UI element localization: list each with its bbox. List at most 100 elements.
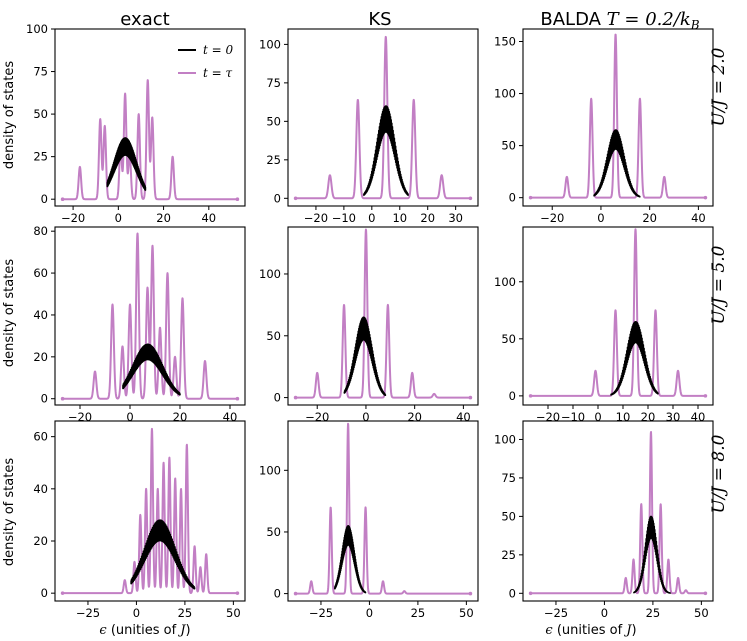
row-label-2: U/J = 8.0 — [709, 434, 729, 513]
y-tick-label: 0 — [41, 586, 48, 600]
x-tick-label: −10 — [332, 211, 356, 225]
series-t-tau-end-1 — [468, 196, 473, 201]
x-tick-label: 20 — [642, 211, 657, 225]
xlabel-col0-eps: ϵ — [99, 623, 107, 638]
x-tick-label: −20 — [68, 410, 92, 424]
x-tick-label: 40 — [691, 211, 706, 225]
panel-r1-c2: −20 −10 0 10 20 30 40 0 50 100 — [494, 226, 714, 424]
panel-r1-c1: −20 0 20 40 0 50 100 — [259, 226, 479, 424]
y-tick-label: 150 — [494, 34, 516, 48]
y-tick-label: 0 — [41, 392, 48, 406]
x-tick-label: 0 — [597, 211, 604, 225]
ylabel-row0: density of states — [2, 61, 17, 169]
series-t-tau-line — [294, 35, 472, 200]
y-tick-label: 75 — [501, 471, 516, 485]
x-tick-label: −20 — [61, 211, 85, 225]
series-t-tau-end-1 — [703, 195, 708, 200]
y-tick-label: 0 — [274, 587, 281, 601]
series-t0-line — [633, 515, 672, 594]
y-tick-label: 40 — [33, 308, 48, 322]
y-tick-label: 100 — [259, 37, 281, 51]
series-t-tau-end-1 — [468, 591, 473, 596]
legend: t = 0 t = τ — [178, 43, 234, 80]
series-t-tau-end-1 — [235, 197, 240, 201]
y-tick-label: 25 — [501, 548, 516, 562]
series-t-tau-end-1 — [235, 591, 240, 595]
xlabel-col0-close: ) — [186, 623, 191, 638]
xlabel-col2-text: (unities of — [553, 623, 627, 638]
col-title-ks: KS — [368, 9, 391, 30]
y-tick-label: 0 — [509, 191, 516, 205]
x-tick-label: −20 — [305, 410, 329, 424]
x-tick-label: 30 — [448, 211, 463, 225]
series-t-tau-end-0 — [60, 396, 65, 401]
y-tick-label: 100 — [494, 432, 516, 446]
series-t-tau-end-0 — [293, 591, 298, 596]
series-t-tau-end-0 — [60, 591, 65, 595]
series-t0-line — [610, 320, 659, 396]
series-t-tau-line — [294, 422, 472, 595]
series-t0-line — [122, 343, 181, 396]
series-t-tau-line — [529, 431, 707, 595]
series-t-tau-line — [529, 228, 707, 397]
panel-frame — [54, 226, 246, 406]
legend-label-ttau: t = τ — [203, 66, 233, 80]
series-t-tau-end-0 — [528, 195, 533, 200]
series-t0-line — [343, 316, 387, 397]
col-title-balda-math: T = 0.2/k — [607, 9, 691, 30]
series-t0-line — [363, 105, 409, 196]
panels-group: −20 0 20 40 0 25 50 75 100 −20 −10 0 10 20 30 0 25 50 75 10… — [26, 22, 714, 620]
x-tick-label: 20 — [641, 410, 656, 424]
panel-r2-c1: −25 0 25 50 0 50 100 — [259, 420, 479, 620]
x-tick-label: −10 — [561, 410, 585, 424]
series-t-tau-end-0 — [60, 197, 65, 201]
series-t-tau-line — [61, 79, 239, 201]
y-tick-label: 80 — [33, 224, 48, 238]
y-tick-label: 0 — [509, 586, 516, 600]
series-t-tau-end-1 — [235, 396, 240, 401]
y-tick-label: 50 — [501, 332, 516, 346]
x-tick-label: 0 — [115, 211, 122, 225]
x-tick-label: 40 — [456, 410, 471, 424]
panel-frame — [522, 28, 714, 207]
series-t-tau-end-1 — [703, 591, 708, 596]
xlabel-col2-math: J — [623, 623, 632, 638]
col-title-balda-prefix: BALDA — [540, 9, 606, 30]
y-tick-label: 60 — [33, 266, 48, 280]
x-tick-label: 30 — [666, 410, 681, 424]
series-t0-line — [106, 137, 147, 191]
y-tick-label: 25 — [266, 153, 281, 167]
x-tick-label: 25 — [178, 606, 193, 620]
x-tick-label: 10 — [616, 410, 631, 424]
series-t0-line — [130, 519, 196, 590]
xlabel-col0-math: J — [177, 623, 186, 638]
series-t-tau-line — [294, 228, 472, 399]
series-t-tau-end-1 — [468, 395, 473, 400]
y-tick-label: 0 — [41, 192, 48, 206]
panel-frame — [287, 28, 479, 207]
x-tick-label: 25 — [411, 606, 426, 620]
series-t-tau-end-0 — [528, 591, 533, 596]
y-tick-label: 50 — [501, 139, 516, 153]
y-tick-label: 50 — [33, 107, 48, 121]
series-t-tau-end-0 — [293, 395, 298, 400]
xlabel-col2: ϵ (unities of J) — [545, 623, 636, 638]
y-tick-label: 100 — [259, 463, 281, 477]
x-tick-label: 0 — [362, 410, 369, 424]
y-tick-label: 50 — [266, 114, 281, 128]
col-title-exact: exact — [120, 9, 169, 30]
x-tick-label: 40 — [223, 410, 238, 424]
y-tick-label: 20 — [33, 350, 48, 364]
panel-r0-c1: −20 −10 0 10 20 30 0 25 50 75 100 — [259, 28, 479, 225]
x-tick-label: 0 — [601, 606, 608, 620]
panel-frame — [522, 420, 714, 602]
panel-frame — [522, 226, 714, 406]
y-tick-label: 75 — [266, 76, 281, 90]
x-tick-label: 50 — [459, 606, 474, 620]
col-title-balda: BALDA T = 0.2/kB — [540, 9, 699, 32]
x-tick-label: −25 — [309, 606, 333, 620]
y-tick-label: 0 — [274, 191, 281, 205]
x-tick-label: −20 — [540, 211, 564, 225]
row-label-0: U/J = 2.0 — [709, 47, 729, 126]
